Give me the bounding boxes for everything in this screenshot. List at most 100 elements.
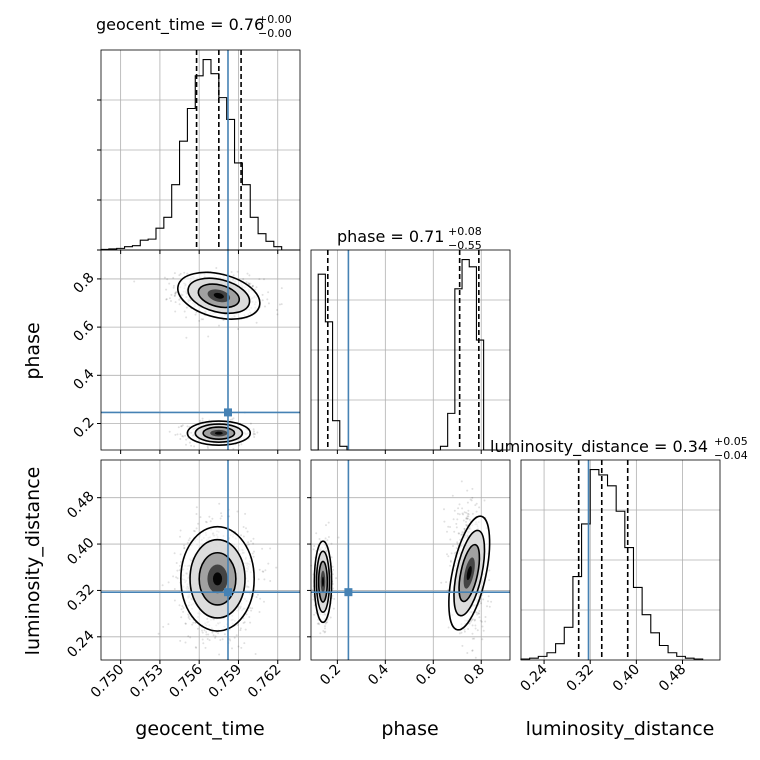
sample-point [466,489,469,492]
sample-point [179,272,182,275]
sample-point [474,618,476,621]
sample-point [462,513,465,516]
sample-point [133,280,136,283]
sample-point [182,435,185,438]
sample-point [176,577,179,580]
density-peak [213,292,224,299]
sample-point [179,553,182,556]
sample-point [337,536,340,539]
sample-point [276,309,278,311]
x-tick-label: 0.753 [127,662,167,702]
sample-point [249,621,252,624]
y-tick-label: 0.4 [71,366,98,393]
sample-point [181,424,184,427]
sample-point [231,418,234,421]
sample-point [261,570,264,573]
sample-point [186,541,189,544]
sample-point [217,632,220,635]
svg-text:phase = 0.71: phase = 0.71 [337,227,444,246]
sample-point [326,539,329,542]
sample-point [275,566,278,569]
sample-point [463,527,466,530]
sample-point [220,512,223,515]
sample-point [466,517,469,520]
sample-point [446,530,448,533]
sample-point [450,552,453,555]
sample-point [481,625,484,628]
sample-point [167,581,170,584]
svg-text:+0.08: +0.08 [448,225,482,238]
x-tick-label: 0.24 [518,661,551,694]
sample-point [178,569,181,572]
sample-point [253,436,256,438]
sample-point [174,292,177,295]
sample-point [205,521,208,524]
sample-point [235,634,238,637]
sample-point [193,445,196,448]
sample-point [468,518,471,521]
sample-point [222,319,225,322]
sample-point [180,425,183,428]
sample-point [251,284,254,287]
sample-point [465,511,468,514]
sample-point [209,520,212,523]
sample-point [449,559,452,562]
sample-point [229,419,232,421]
sample-point [247,543,250,546]
sample-point [473,619,476,622]
sample-point [258,568,261,571]
sample-point [163,276,166,279]
sample-point [452,518,455,521]
sample-point [195,506,198,509]
sample-point [173,588,176,590]
sample-point [479,619,482,622]
sample-point [254,653,257,655]
sample-point [481,638,484,641]
sample-point [477,612,480,615]
sample-point [457,507,460,510]
sample-point [475,502,478,505]
sample-point [245,281,248,284]
sample-point [221,638,224,641]
sample-point [488,605,491,608]
sample-point [201,417,204,420]
sample-point [201,629,203,632]
y-tick-label: 0.24 [64,628,97,661]
sample-point [466,652,469,654]
panel-frame [310,459,511,661]
sample-point [475,510,478,513]
sample-point [483,499,486,502]
sample-point [466,501,469,504]
sample-point [330,542,333,545]
sample-point [180,616,183,619]
sample-point [176,433,179,436]
sample-point [172,575,175,578]
sample-point [214,635,217,638]
sample-point [471,649,474,652]
xlabel-geocent-time: geocent_time [135,718,264,740]
sample-point [187,539,190,542]
sample-point [452,545,454,547]
sample-point [324,627,326,630]
sample-point [180,608,183,611]
sample-point [480,620,483,623]
sample-point [239,627,242,630]
sample-point [195,527,198,530]
sample-point [247,541,250,544]
y-tick-label: 0.40 [64,535,97,568]
sample-point [280,303,283,306]
sample-point [173,599,176,602]
sample-point [323,631,326,634]
sample-point [266,298,269,301]
sample-point [240,646,243,649]
sample-point [335,577,338,580]
sample-point [465,523,468,526]
x-tick-label: 0.762 [245,662,285,702]
sample-point [327,521,330,524]
sample-point [474,504,477,507]
sample-point [476,613,479,616]
sample-point [446,553,448,556]
sample-point [187,616,190,619]
sample-point [223,633,226,636]
sample-point [173,552,176,555]
